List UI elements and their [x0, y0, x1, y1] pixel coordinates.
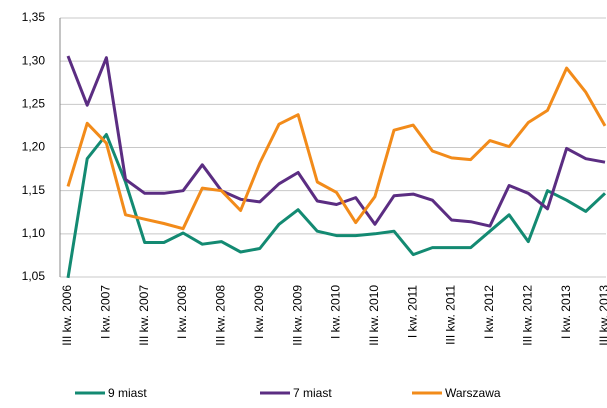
- y-tick-label: 1,10: [22, 226, 46, 240]
- series-line: [66, 55, 606, 228]
- x-tick-label: I kw. 2007: [99, 285, 113, 339]
- x-tick-label: III kw. 2009: [290, 285, 304, 346]
- y-tick-label: 1,20: [22, 140, 46, 154]
- x-tick-label: III kw. 2008: [214, 285, 228, 346]
- y-tick-label: 1,30: [22, 53, 46, 67]
- x-tick-label: I kw. 2009: [252, 285, 266, 339]
- legend-label: 7 miast: [293, 386, 332, 400]
- x-tick-label: I kw. 2010: [329, 285, 343, 339]
- series-line: [66, 133, 607, 279]
- x-tick-label: III kw. 2007: [137, 285, 151, 346]
- y-tick-label: 1,15: [22, 183, 46, 197]
- x-tick-label: I kw. 2008: [175, 285, 189, 339]
- x-tick-label: III kw. 2012: [520, 285, 534, 346]
- x-tick-label: III kw. 2006: [60, 285, 74, 346]
- y-tick-label: 1,25: [22, 97, 46, 111]
- series-line: [66, 66, 607, 231]
- x-tick-label: I kw. 2011: [405, 285, 419, 338]
- x-tick-label: I kw. 2012: [482, 285, 496, 339]
- x-tick-label: I kw. 2013: [559, 285, 573, 339]
- x-tick-label: III kw. 2010: [367, 285, 381, 346]
- legend-label: 9 miast: [108, 386, 147, 400]
- x-tick-label: III kw. 2011: [444, 285, 458, 345]
- y-tick-label: 1,05: [22, 269, 46, 283]
- legend-label: Warszawa: [445, 386, 501, 400]
- x-tick-label: III kw. 2013: [597, 285, 607, 346]
- y-tick-label: 1,35: [22, 10, 46, 24]
